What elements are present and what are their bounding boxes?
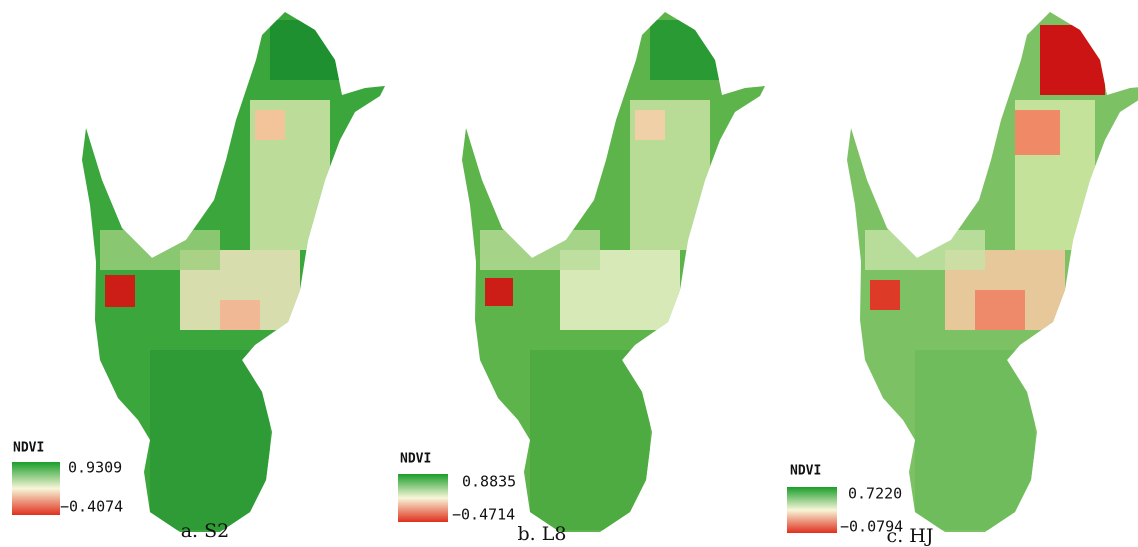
legend-max: 0.9309	[68, 459, 122, 477]
legend-title: NDVI	[790, 464, 821, 479]
caption: c. HJ	[887, 525, 934, 547]
legend-ramp	[398, 474, 448, 522]
legend-min: −0.4074	[60, 498, 123, 516]
legend-title: NDVI	[400, 452, 431, 467]
map-c	[825, 0, 1138, 547]
figure: NDVI 0.9309 −0.4074 a. S2 NDVI 0.8835 −0…	[0, 0, 1138, 547]
legend-title: NDVI	[13, 441, 44, 456]
legend-ramp	[787, 487, 837, 533]
map-b	[440, 0, 780, 547]
legend-ramp	[12, 462, 60, 515]
legend-min: −0.4714	[452, 506, 515, 524]
legend-max: 0.8835	[462, 473, 516, 491]
caption: b. L8	[518, 523, 567, 545]
caption: a. S2	[181, 520, 230, 542]
legend-max: 0.7220	[848, 485, 902, 503]
